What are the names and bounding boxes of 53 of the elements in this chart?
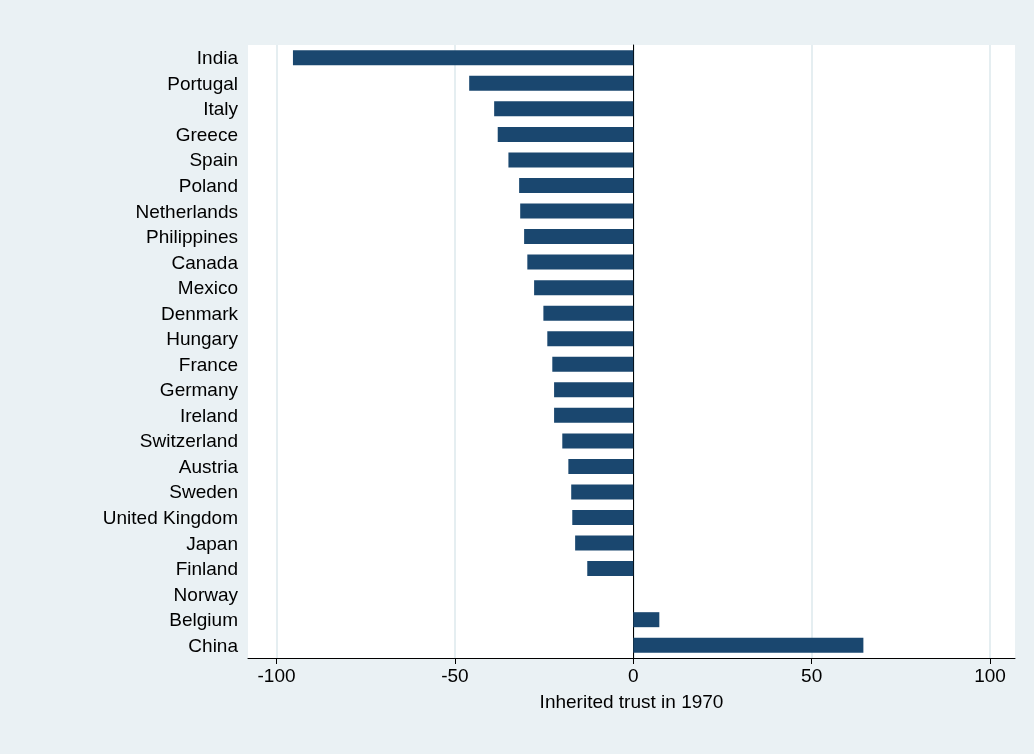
y-tick-label: Norway: [173, 583, 239, 605]
bar: [562, 433, 634, 449]
y-tick-label: Poland: [178, 174, 238, 196]
bar: [469, 75, 634, 91]
bar: [568, 458, 634, 474]
bar: [587, 561, 634, 577]
bar: [554, 407, 634, 423]
bar: [543, 305, 634, 321]
y-tick-label: Netherlands: [135, 200, 238, 222]
bar: [508, 152, 634, 168]
y-tick-label: Finland: [175, 558, 238, 580]
y-tick-label: Ireland: [179, 404, 238, 426]
y-tick-label: Denmark: [160, 302, 239, 324]
y-tick-label: Sweden: [169, 481, 238, 503]
x-axis-title: Inherited trust in 1970: [539, 691, 724, 712]
bar: [524, 229, 634, 245]
bar: [494, 101, 634, 117]
bar: [534, 280, 634, 296]
y-tick-label: Portugal: [167, 72, 238, 94]
bar: [292, 50, 634, 66]
bar: [575, 535, 634, 551]
bar: [520, 203, 634, 219]
y-tick-label: United Kingdom: [102, 507, 238, 529]
y-tick-label: France: [178, 353, 238, 375]
y-tick-label: Philippines: [146, 226, 238, 248]
bar: [552, 356, 634, 372]
bar: [572, 510, 634, 526]
x-tick-label: 100: [974, 665, 1006, 686]
bar: [554, 382, 634, 398]
y-tick-label: India: [196, 47, 239, 69]
x-tick-label: -100: [257, 665, 296, 686]
y-tick-label: Austria: [178, 455, 239, 477]
y-tick-label: Greece: [175, 123, 238, 145]
bar: [527, 254, 634, 270]
x-tick-label: 50: [801, 665, 823, 686]
y-tick-label: Japan: [186, 532, 238, 554]
bar: [571, 484, 634, 500]
y-tick-label: Hungary: [166, 328, 239, 350]
x-tick-label: 0: [627, 665, 639, 686]
bar: [633, 637, 864, 653]
bar: [547, 331, 634, 347]
x-tick-label: -50: [441, 665, 469, 686]
bar: [497, 126, 634, 142]
y-tick-label: Spain: [189, 149, 238, 171]
y-tick-label: China: [188, 634, 239, 656]
y-tick-label: Belgium: [169, 609, 238, 631]
y-tick-label: Germany: [159, 379, 239, 401]
y-tick-label: Italy: [203, 98, 239, 120]
bar: [519, 177, 634, 193]
y-tick-label: Mexico: [177, 277, 238, 299]
y-tick-label: Canada: [171, 251, 239, 273]
y-tick-label: Switzerland: [139, 430, 238, 452]
bar: [633, 612, 660, 628]
